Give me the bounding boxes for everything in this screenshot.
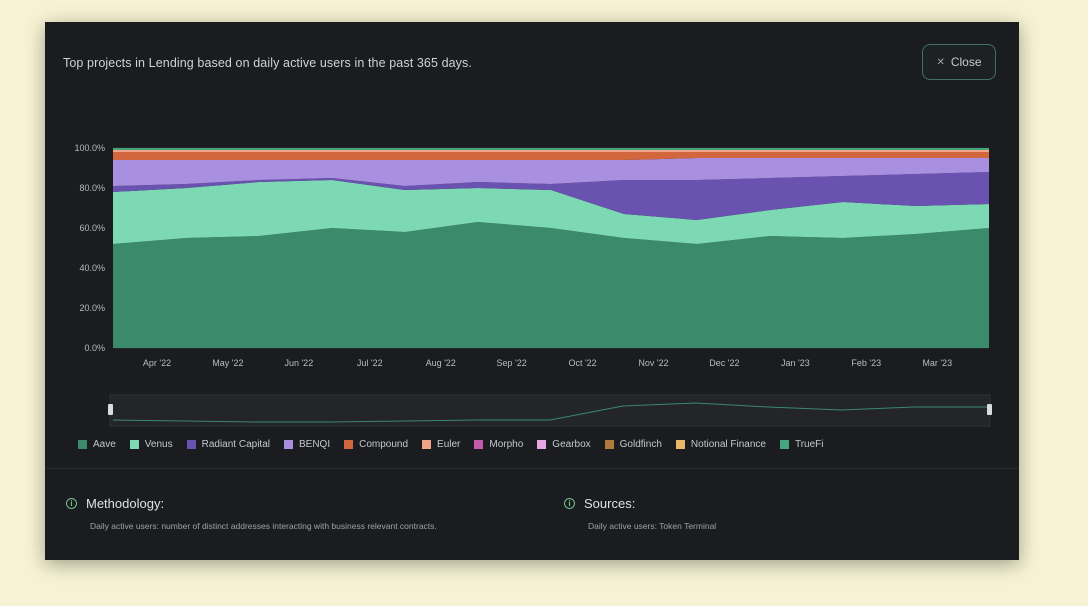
legend-item-venus[interactable]: Venus: [129, 439, 173, 450]
legend-label: Euler: [437, 439, 461, 450]
sources-section: i Sources: Daily active users: Token Ter…: [564, 496, 716, 533]
legend-label: Gearbox: [552, 439, 591, 450]
x-tick-label: Aug '22: [426, 358, 456, 368]
divider: [45, 468, 1019, 469]
close-icon: ✕: [936, 56, 945, 68]
area-series-benqi: [113, 158, 989, 186]
legend-label: TrueFi: [794, 439, 824, 450]
area-series-truefi: [113, 148, 989, 150]
navigator-handle-left[interactable]: [108, 404, 113, 415]
legend-swatch: [78, 440, 87, 449]
legend-item-goldfinch[interactable]: Goldfinch: [604, 439, 662, 450]
legend-label: Aave: [93, 439, 116, 450]
info-circle-icon: i: [66, 498, 77, 509]
x-tick-label: Nov '22: [638, 358, 668, 368]
legend-label: Notional Finance: [690, 439, 766, 450]
close-button-label: Close: [950, 55, 982, 69]
y-tick-label: 0.0%: [84, 343, 105, 353]
legend-swatch: [675, 440, 685, 449]
legend-item-gearbox[interactable]: Gearbox: [537, 439, 591, 450]
close-button[interactable]: ✕ Close: [922, 44, 996, 80]
stacked-area-chart: 0.0% 20.0% 40.0% 60.0% 80.0% 100.0% Apr '22 Ma…: [74, 143, 992, 427]
x-tick-label: Mar '23: [922, 358, 952, 368]
legend-swatch: [422, 440, 432, 449]
legend-label: Morpho: [489, 439, 524, 450]
x-tick-label: Feb '23: [851, 358, 881, 368]
legend-swatch: [344, 440, 354, 449]
x-axis: Apr '22 May '22 Jun '22 Jul '22 Aug '22 Sep '…: [143, 358, 952, 368]
methodology-heading: Methodology:: [86, 496, 165, 511]
x-tick-label: Dec '22: [709, 358, 739, 368]
legend-swatch: [604, 440, 614, 449]
legend-item-truefi[interactable]: TrueFi: [779, 439, 824, 450]
info-circle-icon: i: [564, 498, 575, 509]
x-tick-label: May '22: [212, 358, 243, 368]
y-tick-label: 80.0%: [79, 183, 105, 193]
legend-item-euler[interactable]: Euler: [422, 439, 460, 450]
y-tick-label: 20.0%: [79, 303, 105, 313]
sources-text: Daily active users: Token Terminal: [588, 521, 717, 531]
y-tick-label: 100.0%: [74, 143, 105, 153]
x-tick-label: Sep '22: [497, 358, 527, 368]
legend-label: Goldfinch: [619, 439, 662, 450]
chart-legend: Aave Venus Radiant Capital BENQI Compound Eul…: [78, 439, 823, 450]
range-navigator[interactable]: [108, 394, 992, 427]
x-tick-label: Apr '22: [143, 358, 171, 368]
x-tick-label: Oct '22: [568, 358, 596, 368]
methodology-text: Daily active users: number of distinct a…: [90, 521, 437, 531]
modal-title: Top projects in Lending based on daily a…: [63, 56, 472, 70]
legend-swatch: [537, 440, 547, 449]
legend-label: Compound: [359, 439, 409, 450]
area-series-aave: [113, 222, 989, 348]
y-tick-label: 60.0%: [79, 223, 105, 233]
legend-swatch: [186, 440, 196, 449]
x-tick-label: Jan '23: [781, 358, 810, 368]
y-axis: 0.0% 20.0% 40.0% 60.0% 80.0% 100.0%: [74, 143, 105, 353]
area-series-radiant-capital: [113, 172, 989, 220]
x-tick-label: Jun '22: [284, 358, 313, 368]
legend-item-notional-finance[interactable]: Notional Finance: [675, 439, 766, 450]
sources-heading: Sources:: [584, 496, 636, 511]
area-series-euler: [113, 150, 989, 152]
area-series-venus: [113, 180, 989, 244]
legend-item-benqi[interactable]: BENQI: [283, 439, 331, 450]
legend-swatch: [474, 440, 484, 449]
methodology-section: i Methodology: Daily active users: numbe…: [66, 496, 490, 533]
navigator-handle-right[interactable]: [987, 404, 992, 415]
legend-swatch: [283, 440, 293, 449]
legend-swatch: [129, 440, 139, 449]
legend-item-morpho[interactable]: Morpho: [474, 439, 523, 450]
legend-label: Venus: [144, 439, 173, 450]
legend-item-radiant-capital[interactable]: Radiant Capital: [186, 439, 270, 450]
legend-item-aave[interactable]: Aave: [78, 439, 116, 450]
legend-item-compound[interactable]: Compound: [344, 439, 408, 450]
y-tick-label: 40.0%: [79, 263, 105, 273]
navigator-line: [112, 402, 987, 423]
legend-label: BENQI: [298, 439, 331, 450]
legend-swatch: [779, 440, 789, 449]
chart-areas: [113, 148, 989, 348]
legend-label: Radiant Capital: [201, 439, 270, 450]
area-series-compound: [113, 152, 989, 160]
chart-modal: Top projects in Lending based on daily a…: [45, 22, 1019, 560]
x-tick-label: Jul '22: [357, 358, 383, 368]
